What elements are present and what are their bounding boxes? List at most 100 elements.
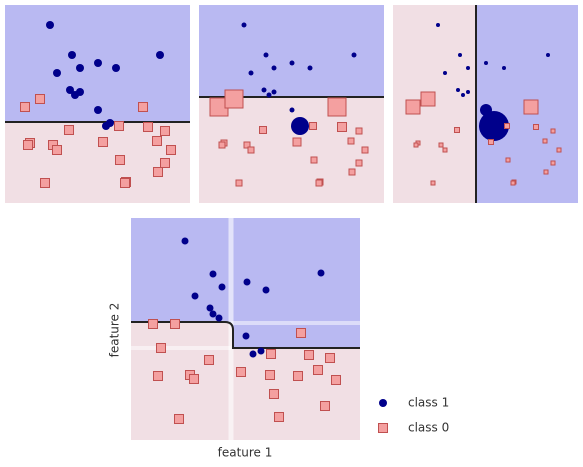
class-0-point <box>296 328 306 338</box>
class-0-point <box>266 349 276 359</box>
class-0-point <box>510 180 516 186</box>
class-0-point <box>533 124 539 130</box>
class-1-point <box>271 89 277 95</box>
class-1-point <box>76 88 84 96</box>
class-0-point <box>259 126 267 134</box>
class-0-point <box>156 343 166 353</box>
class-1-point <box>218 283 226 291</box>
class-1-point <box>456 88 460 92</box>
class-0-point <box>293 371 303 381</box>
class-1-point <box>289 107 295 113</box>
class-1-point <box>262 286 270 294</box>
class-0-point <box>413 142 419 148</box>
class-0-point <box>454 127 460 133</box>
y-axis-label: feature 2 <box>108 303 122 358</box>
class-0-point <box>325 353 335 363</box>
class-0-point <box>153 371 163 381</box>
class-0-point <box>442 147 448 153</box>
class-1-point <box>76 64 84 72</box>
class-1-point <box>53 69 61 77</box>
class-0-point <box>189 374 199 384</box>
class-0-point <box>315 179 323 187</box>
class-0-point <box>348 168 356 176</box>
class-0-point <box>235 179 243 187</box>
class-0-point <box>488 139 494 145</box>
class-1-point <box>546 53 550 57</box>
class-0-point <box>556 147 562 153</box>
class-1-point <box>301 120 307 126</box>
class-0-point <box>320 401 330 411</box>
class-0-point <box>224 89 244 109</box>
class-0-point <box>523 99 539 115</box>
class-0-point <box>52 145 62 155</box>
decision-boundary <box>131 321 360 349</box>
class-0-point <box>247 146 255 154</box>
class-0-point <box>23 140 33 150</box>
class-1-point <box>248 70 254 76</box>
class-0-point <box>160 158 170 168</box>
class-0-point <box>166 145 176 155</box>
class-1-point <box>466 90 470 94</box>
class-0-point <box>64 125 74 135</box>
class-0-point <box>543 169 549 175</box>
class-0-point <box>430 180 436 186</box>
class-0-point <box>542 138 548 144</box>
class-1-point <box>266 92 272 98</box>
class-0-point <box>405 99 421 115</box>
class-1-point <box>257 347 265 355</box>
class-0-point <box>265 370 275 380</box>
class-0-point <box>35 94 45 104</box>
class-0-point <box>243 141 251 149</box>
class-0-point <box>505 157 511 163</box>
class-0-point <box>274 412 284 422</box>
region <box>199 5 384 97</box>
class-1-point <box>243 278 251 286</box>
legend-marker <box>378 423 388 433</box>
class-1-point <box>289 60 295 66</box>
class-1-point <box>242 332 250 340</box>
class-0-point <box>420 91 436 107</box>
class-1-point <box>68 51 76 59</box>
class-1-point <box>271 65 277 71</box>
class-1-point <box>291 117 309 135</box>
class-0-point <box>170 319 180 329</box>
class-1-point <box>249 350 257 358</box>
class-1-point <box>461 93 465 97</box>
class-0-point <box>304 350 314 360</box>
class-0-point <box>143 122 153 132</box>
class-1-point <box>496 121 500 125</box>
class-0-point <box>148 319 158 329</box>
class-1-point <box>307 65 313 71</box>
class-1-point <box>156 51 164 59</box>
class-1-point <box>181 237 189 245</box>
class-0-point <box>310 156 318 164</box>
class-0-point <box>337 122 347 132</box>
class-0-point <box>218 141 226 149</box>
class-0-point <box>153 167 163 177</box>
class-0-point <box>40 178 50 188</box>
class-0-point <box>269 389 279 399</box>
class-0-point <box>313 365 323 375</box>
class-1-point <box>206 304 214 312</box>
class-0-point <box>138 102 148 112</box>
class-1-point <box>215 314 223 322</box>
class-1-point <box>484 61 488 65</box>
class-1-point <box>106 119 114 127</box>
class-0-point <box>152 136 162 146</box>
legend-marker <box>379 399 387 407</box>
x-axis-label: feature 1 <box>218 446 273 460</box>
class-0-point <box>331 375 341 385</box>
class-0-point <box>204 355 214 365</box>
class-1-point <box>263 52 269 58</box>
class-0-point <box>114 121 124 131</box>
class-1-point <box>191 292 199 300</box>
class-0-point <box>550 128 556 134</box>
class-0-point <box>347 137 355 145</box>
legend-label: class 0 <box>408 421 449 435</box>
class-0-point <box>120 178 130 188</box>
class-0-point <box>160 126 170 136</box>
class-1-point <box>458 53 462 57</box>
class-0-point <box>355 159 363 167</box>
class-0-point <box>174 414 184 424</box>
